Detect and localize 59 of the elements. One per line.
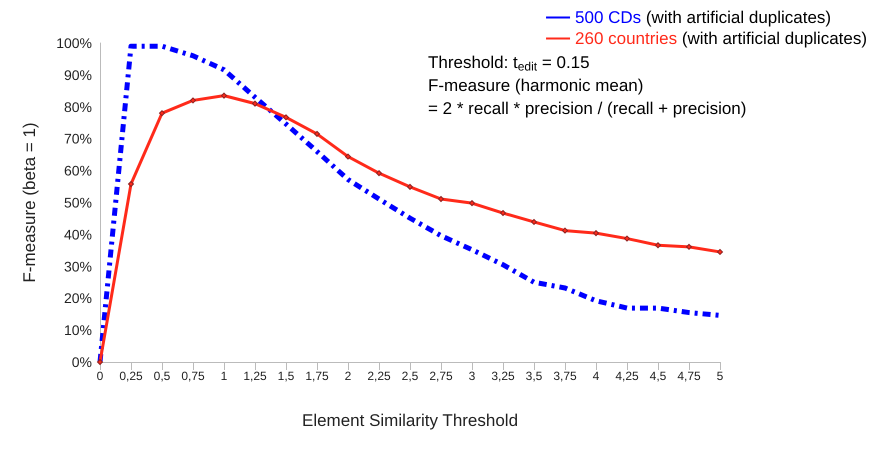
point	[97, 359, 103, 365]
x-tick-label: 4	[592, 369, 600, 383]
point	[562, 228, 568, 234]
x-tick-label: 2,5	[402, 369, 419, 383]
x-tick-label: 3,25	[491, 369, 515, 383]
point	[159, 110, 165, 116]
point	[593, 230, 599, 236]
point	[376, 170, 382, 176]
annotation: F-measure (harmonic mean)	[428, 76, 644, 95]
point	[345, 154, 351, 160]
y-tick-label: 30%	[64, 258, 92, 274]
x-tick-label: 4,5	[650, 369, 667, 383]
legend-label: 500 CDs (with artificial duplicates)	[575, 8, 832, 27]
point	[624, 236, 630, 242]
x-tick-label: 5	[716, 369, 724, 383]
point	[314, 130, 320, 137]
y-tick-label: 50%	[64, 194, 92, 210]
y-tick-label: 90%	[64, 66, 92, 83]
x-axis-title: Element Similarity Threshold	[302, 411, 518, 430]
x-tick-label: 0,25	[119, 369, 143, 383]
y-tick-label: 60%	[64, 162, 92, 179]
x-tick-label: 0,75	[181, 369, 205, 383]
x-tick-label: 0	[96, 369, 104, 383]
point	[531, 218, 537, 225]
x-tick-label: 2	[344, 369, 352, 383]
x-tick-label: 3,5	[526, 369, 543, 383]
point	[655, 242, 661, 248]
annotation: = 2 * recall * precision / (recall + precision)	[428, 99, 746, 118]
y-tick-label: 10%	[64, 322, 92, 338]
x-tick-label: 2,75	[429, 369, 453, 383]
point	[407, 184, 413, 190]
y-tick-label: 80%	[64, 98, 92, 115]
point	[190, 97, 196, 104]
x-tick-label: 4,75	[677, 369, 701, 383]
point	[283, 114, 289, 120]
point	[252, 100, 258, 107]
x-tick-label: 1,5	[278, 369, 295, 383]
point	[500, 210, 506, 216]
point	[221, 92, 227, 99]
point	[128, 181, 134, 187]
y-tick-label: 40%	[64, 226, 92, 242]
y-tick-label: 70%	[64, 130, 92, 147]
x-tick-label: 2,25	[367, 369, 391, 383]
x-tick-label: 1,25	[243, 369, 267, 383]
y-tick-label: 20%	[64, 290, 92, 306]
y-tick-label: 100%	[56, 35, 92, 51]
point	[438, 196, 444, 202]
x-tick-label: 4,25	[615, 369, 639, 383]
y-tick-label: 0%	[72, 354, 92, 370]
x-tick-label: 3	[468, 369, 476, 383]
point	[686, 244, 692, 250]
x-tick-label: 0,5	[154, 369, 171, 383]
legend-label: 260 countries (with artificial duplicates)	[575, 29, 868, 48]
point	[469, 200, 475, 206]
x-tick-label: 1	[220, 369, 228, 383]
point	[717, 248, 723, 255]
y-axis-title: F-measure (beta = 1)	[20, 122, 39, 283]
x-tick-label: 1,75	[305, 369, 329, 383]
x-tick-label: 3,75	[553, 369, 577, 383]
